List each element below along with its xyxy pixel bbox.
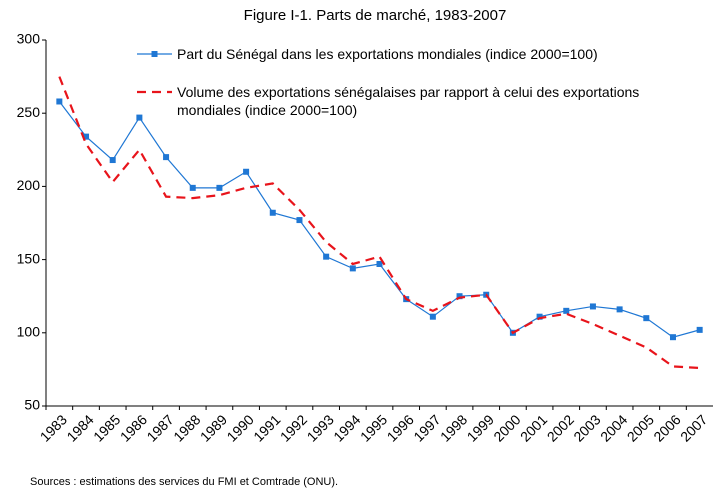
x-tick-label: 2006 bbox=[650, 411, 683, 444]
x-tick-label: 2003 bbox=[570, 411, 603, 444]
legend-marker bbox=[151, 51, 158, 57]
point-marker bbox=[456, 293, 463, 300]
y-tick-label: 300 bbox=[17, 31, 41, 47]
x-tick-label: 2005 bbox=[624, 411, 657, 444]
x-tick-label: 1999 bbox=[464, 411, 497, 444]
x-tick-label: 1997 bbox=[410, 411, 443, 444]
point-marker bbox=[269, 209, 276, 216]
series-line bbox=[58, 101, 700, 338]
point-marker bbox=[643, 315, 650, 322]
point-marker bbox=[163, 154, 170, 161]
point-marker bbox=[536, 313, 543, 320]
point-marker bbox=[296, 217, 303, 224]
x-tick-label: 2002 bbox=[544, 411, 577, 444]
x-tick-label: 2000 bbox=[490, 411, 523, 444]
source-note: Sources : estimations des services du FM… bbox=[30, 476, 338, 488]
x-tick-label: 1989 bbox=[197, 411, 230, 444]
point-marker bbox=[216, 184, 223, 191]
y-tick-label: 200 bbox=[17, 177, 41, 193]
point-marker bbox=[56, 98, 63, 105]
point-marker bbox=[616, 306, 623, 313]
point-marker bbox=[136, 114, 143, 121]
series-line bbox=[58, 76, 700, 370]
point-marker bbox=[429, 313, 436, 320]
y-tick-label: 150 bbox=[17, 250, 41, 266]
x-tick-label: 2007 bbox=[677, 411, 710, 444]
x-tick-label: 1988 bbox=[170, 411, 203, 444]
x-tick-label: 1994 bbox=[330, 411, 363, 444]
chart-title: Figure I-1. Parts de marché, 1983-2007 bbox=[244, 7, 507, 24]
point-marker bbox=[189, 184, 196, 191]
point-marker bbox=[109, 157, 116, 164]
x-tick-label: 1984 bbox=[63, 411, 96, 444]
legend-label: Volume des exportations sénégalaises par… bbox=[177, 84, 640, 118]
point-marker bbox=[349, 265, 356, 272]
x-tick-label: 1996 bbox=[384, 411, 417, 444]
point-marker bbox=[243, 168, 250, 175]
point-marker bbox=[376, 260, 383, 267]
x-tick-label: 1985 bbox=[90, 411, 123, 444]
point-marker bbox=[323, 253, 330, 260]
point-marker bbox=[669, 334, 676, 341]
x-tick-label: 1995 bbox=[357, 411, 390, 444]
y-tick-label: 50 bbox=[24, 397, 40, 413]
legend-label: Part du Sénégal dans les exportations mo… bbox=[177, 46, 598, 62]
y-tick-label: 100 bbox=[17, 324, 41, 340]
x-tick-label: 1998 bbox=[437, 411, 470, 444]
point-marker bbox=[589, 303, 596, 310]
x-tick-label: 1991 bbox=[250, 411, 283, 444]
x-tick-label: 1987 bbox=[143, 411, 176, 444]
x-tick-label: 1993 bbox=[304, 411, 337, 444]
x-tick-label: 1983 bbox=[37, 411, 70, 444]
point-marker bbox=[83, 133, 90, 140]
y-tick-label: 250 bbox=[17, 104, 41, 120]
x-tick-label: 1990 bbox=[223, 411, 256, 444]
point-marker bbox=[696, 326, 703, 333]
x-tick-label: 1992 bbox=[277, 411, 310, 444]
point-marker bbox=[563, 307, 570, 314]
x-tick-label: 2001 bbox=[517, 411, 550, 444]
x-tick-label: 2004 bbox=[597, 411, 630, 444]
x-tick-label: 1986 bbox=[117, 411, 150, 444]
